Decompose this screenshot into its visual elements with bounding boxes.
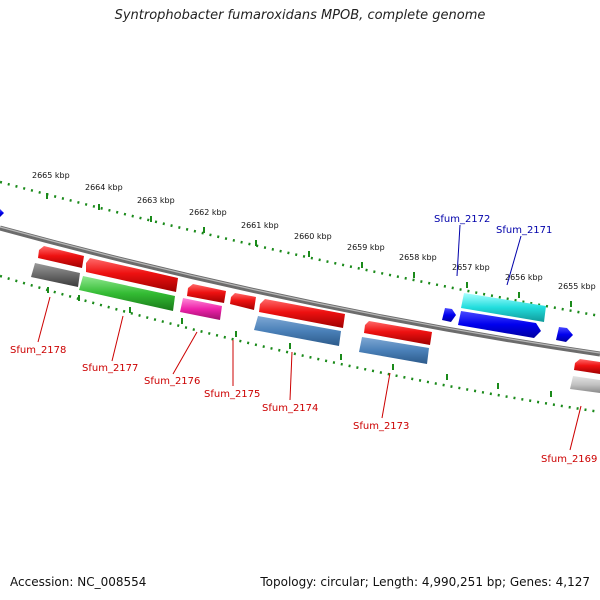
reverse-strand-genes <box>31 263 600 393</box>
gene-arrow <box>0 209 4 217</box>
genome-summary: Topology: circular; Length: 4,990,251 bp… <box>260 575 590 589</box>
gene-box-green <box>79 276 175 311</box>
scale-label: 2658 kbp <box>399 253 437 262</box>
outer-scale-track <box>0 180 600 318</box>
gene-arrow-sfum-2175 <box>230 293 256 310</box>
gene-label-sfum-2175: Sfum_2175 <box>204 389 260 400</box>
gene-box-steel-2 <box>359 337 429 364</box>
gene-label-sfum-2172: Sfum_2172 <box>434 214 490 225</box>
genome-backbone <box>0 225 600 357</box>
gene-label-sfum-2169: Sfum_2169 <box>541 454 597 465</box>
gene-box-cyan <box>461 293 546 322</box>
scale-label: 2656 kbp <box>505 273 543 282</box>
gene-box-pink <box>180 298 222 320</box>
gene-box-steel-1 <box>254 316 341 346</box>
gene-label-sfum-2171: Sfum_2171 <box>496 225 552 236</box>
gene-arrow-blue-long <box>458 311 541 338</box>
map-title: Syntrophobacter fumaroxidans MPOB, compl… <box>114 8 486 23</box>
gene-label-sfum-2177: Sfum_2177 <box>82 363 138 374</box>
gene-label-sfum-2174: Sfum_2174 <box>262 403 318 414</box>
gene-arrow-blue-small-1 <box>442 308 456 322</box>
gene-arrow-sfum-2174 <box>259 299 345 328</box>
scale-labels: 2665 kbp 2664 kbp 2663 kbp 2662 kbp 2661… <box>32 171 596 291</box>
scale-label: 2660 kbp <box>294 232 332 241</box>
outer-major-ticks <box>46 193 572 307</box>
scale-label: 2664 kbp <box>85 183 123 192</box>
scale-label: 2659 kbp <box>347 243 385 252</box>
gene-arrow-sfum-2169-top <box>574 359 600 374</box>
inner-major-ticks <box>47 287 552 397</box>
gene-labels: Sfum_2178 Sfum_2177 Sfum_2176 Sfum_2175 … <box>10 214 597 465</box>
callout-lines <box>37 296 582 451</box>
gene-label-sfum-2176: Sfum_2176 <box>144 376 200 387</box>
scale-label: 2662 kbp <box>189 208 227 217</box>
scale-label: 2661 kbp <box>241 221 279 230</box>
callout-lines-blue <box>456 224 522 286</box>
gene-arrow-blue-small-2 <box>556 327 573 342</box>
inner-scale-track <box>0 274 600 414</box>
gene-arrow-sfum-2173 <box>364 321 432 345</box>
scale-label: 2655 kbp <box>558 282 596 291</box>
gene-arrow-sfum-2178 <box>38 246 84 268</box>
forward-strand-genes <box>38 246 600 374</box>
gene-box-light <box>570 376 600 393</box>
gene-label-sfum-2178: Sfum_2178 <box>10 345 66 356</box>
gene-arrow-sfum-2176 <box>187 284 226 303</box>
accession-label: Accession: NC_008554 <box>10 575 147 589</box>
gene-box-gray <box>31 263 80 287</box>
gene-label-sfum-2173: Sfum_2173 <box>353 421 409 432</box>
backbone-highlight <box>0 226 600 354</box>
scale-label: 2663 kbp <box>137 196 175 205</box>
scale-label: 2665 kbp <box>32 171 70 180</box>
scale-label: 2657 kbp <box>452 263 490 272</box>
gene-arrow-sfum-2177 <box>86 258 178 292</box>
